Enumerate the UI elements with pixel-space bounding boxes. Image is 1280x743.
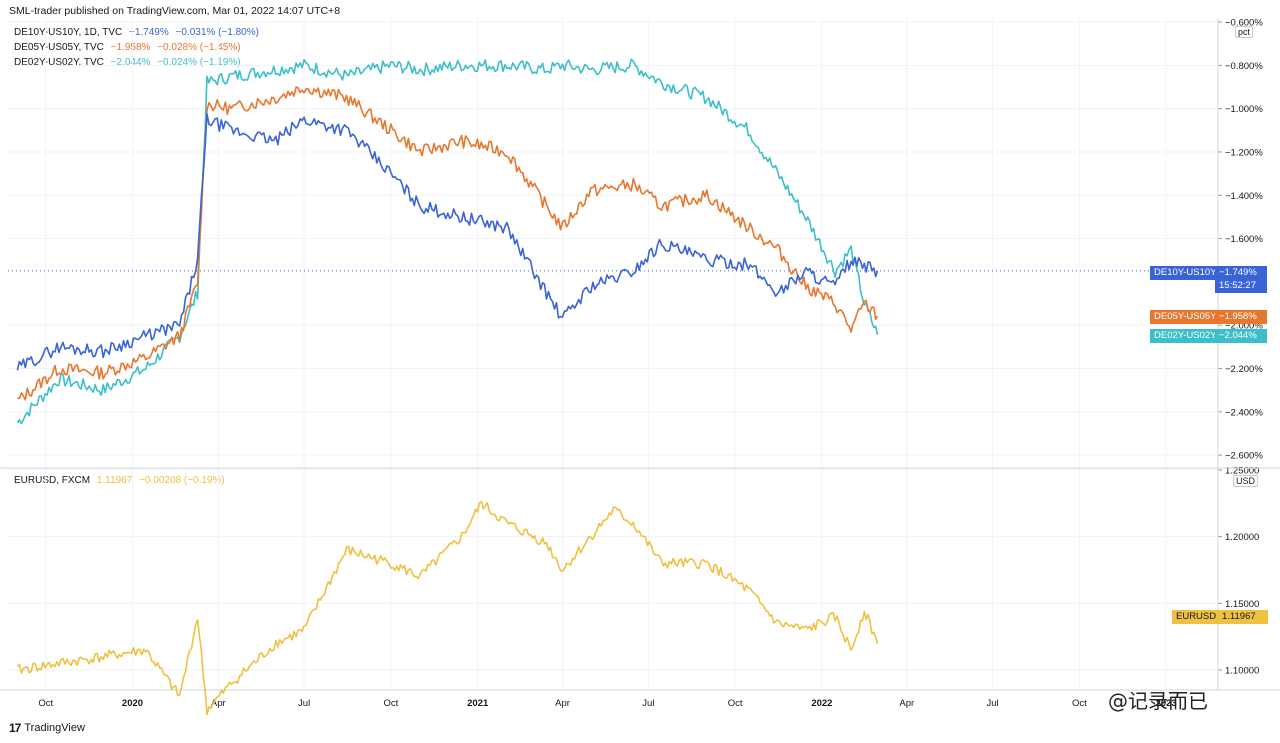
top-axis-unit[interactable]: pct <box>1235 26 1254 38</box>
legend-de02-value: −2.044% <box>110 57 151 68</box>
price-axis-label: −2.200% <box>1225 364 1263 375</box>
price-axis-label: −1.600% <box>1225 234 1263 245</box>
legend-de02-name: DE02Y-US02Y, TVC <box>14 57 104 68</box>
price-axis-label: 1.15000 <box>1225 599 1259 610</box>
legend-de10: DE10Y-US10Y, 1D, TVC −1.749% −0.031% (−1… <box>14 27 259 38</box>
legend-de10-value: −1.749% <box>129 27 169 38</box>
tag-de10-time: 15:52:27 <box>1215 279 1267 293</box>
publish-info: SML-trader published on TradingView.com,… <box>9 5 341 17</box>
tag-de05-value: −1.958% <box>1215 310 1267 324</box>
time-axis-label: Apr <box>211 698 226 709</box>
tag-de10-value: −1.749% <box>1215 266 1267 280</box>
tag-de02-name: DE02Y-US02Y <box>1150 329 1221 343</box>
price-axis-label: −1.200% <box>1225 147 1263 158</box>
series-line-de02 <box>16 58 879 425</box>
price-axis-label: −0.600% <box>1225 18 1263 29</box>
legend-de05-change: −0.028% (−1.45%) <box>157 42 241 53</box>
price-axis-label: −0.800% <box>1225 61 1263 72</box>
bottom-axis-unit[interactable]: USD <box>1233 475 1259 487</box>
price-axis-label: −2.400% <box>1225 407 1263 418</box>
watermark: @记录而已 <box>1108 689 1208 713</box>
tag-de05-name: DE05Y-US05Y <box>1150 310 1221 324</box>
legend-eurusd-name: EURUSD, FXCM <box>14 475 91 486</box>
tradingview-logo[interactable]: 17 TradingView <box>9 721 85 735</box>
time-axis-label: 2020 <box>122 698 143 709</box>
tag-eurusd-name: EURUSD <box>1172 610 1221 624</box>
time-axis-label: Oct <box>38 698 53 709</box>
price-axis-label: 1.10000 <box>1225 666 1259 677</box>
series-line-de10 <box>16 113 879 371</box>
tradingview-brand: TradingView <box>24 722 85 734</box>
time-axis-label: Apr <box>555 698 570 709</box>
legend-de05: DE05Y-US05Y, TVC −1.958% −0.028% (−1.45%… <box>14 42 241 53</box>
legend-de10-name: DE10Y-US10Y, 1D, TVC <box>14 27 123 38</box>
time-axis-label: Jul <box>298 698 310 709</box>
legend-eurusd-value: 1.11967 <box>96 475 133 486</box>
time-axis-label: Jul <box>987 698 999 709</box>
time-axis-label: Apr <box>899 698 914 709</box>
tag-de02-value: −2.044% <box>1215 329 1267 343</box>
tag-de10-name: DE10Y-US10Y <box>1150 266 1221 280</box>
tag-eurusd-value: 1.11967 <box>1218 610 1268 624</box>
legend-de05-name: DE05Y-US05Y, TVC <box>14 42 104 53</box>
time-axis-label: Jul <box>642 698 654 709</box>
price-axis-label: −1.400% <box>1225 191 1263 202</box>
tradingview-logo-icon: 17 <box>9 721 21 735</box>
price-axis-label: 1.25000 <box>1225 466 1259 477</box>
time-axis-label: Oct <box>1072 698 1087 709</box>
price-axis-label: 1.20000 <box>1225 532 1259 543</box>
legend-eurusd-change: −0.00208 (−0.19%) <box>139 475 225 486</box>
time-axis-label: 2021 <box>467 698 489 709</box>
legend-de02-change: −0.024% (−1.19%) <box>157 57 241 68</box>
time-axis-label: Oct <box>728 698 743 709</box>
legend-de02: DE02Y-US02Y, TVC −2.044% −0.024% (−1.19%… <box>14 57 241 68</box>
legend-de10-change: −0.031% (−1.80%) <box>175 27 259 38</box>
series-line-de05 <box>17 86 879 401</box>
legend-de05-value: −1.958% <box>110 42 151 53</box>
series-line-eurusd <box>16 501 879 716</box>
price-axis-label: −2.000% <box>1225 321 1263 332</box>
time-axis-label: 2022 <box>811 698 832 709</box>
time-axis-label: Oct <box>384 698 399 709</box>
price-axis-label: −1.000% <box>1225 104 1263 115</box>
time-axis-label: 2023 <box>1156 698 1177 709</box>
price-axis-label: −2.600% <box>1225 451 1263 462</box>
legend-eurusd: EURUSD, FXCM 1.11967 −0.00208 (−0.19%) <box>14 475 225 486</box>
